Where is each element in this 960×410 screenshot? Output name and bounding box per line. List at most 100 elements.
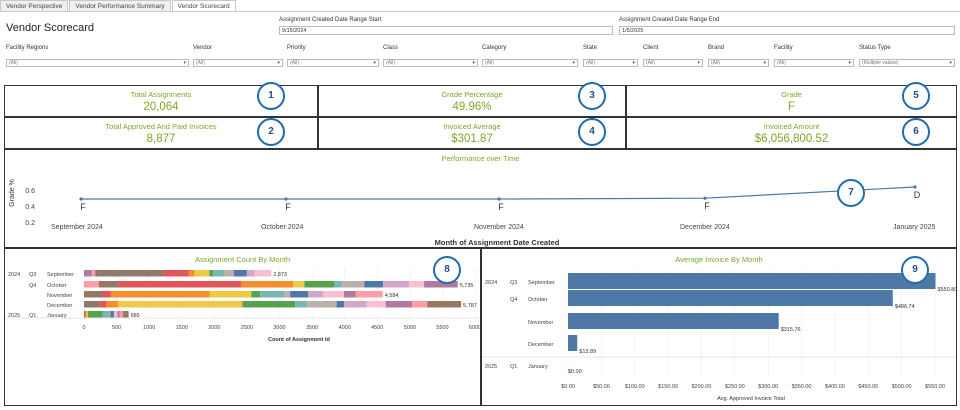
bar-segment: [106, 281, 118, 288]
bar-segment: [194, 270, 210, 277]
tab-divider: [0, 11, 960, 12]
row-quarter-label: Q4: [510, 297, 517, 303]
performance-point: [703, 196, 707, 200]
filter-label-class: Class: [383, 45, 399, 51]
x-tick-label: $550.00: [925, 384, 945, 390]
x-tick-label: 2000: [208, 325, 220, 331]
bar-value-label: 5,735: [460, 283, 474, 289]
chevron-down-icon: ▾: [763, 60, 766, 66]
filter-select-vendor[interactable]: (All) ▾: [193, 59, 283, 67]
bar-segment: [84, 301, 100, 308]
bar-segment: [364, 281, 383, 288]
average-invoice-title: Average Invoice By Month: [675, 255, 763, 264]
date-start-input[interactable]: 9/15/2024: [279, 26, 613, 35]
bar-segment: [293, 281, 305, 288]
bar-segment: [224, 270, 234, 277]
bar-segment: [188, 270, 195, 277]
bar-segment: [254, 270, 272, 277]
bar-value-label: $0.00: [568, 369, 582, 375]
x-tick-label: 1000: [143, 325, 155, 331]
average-invoice-chart: $0.00 $50.00 $100.00 $150.00 $200.00 $250.00 $…: [482, 269, 956, 402]
filter-select-category[interactable]: (All) ▾: [482, 59, 578, 67]
bar-segment: [366, 301, 386, 308]
x-tick-label: 500: [112, 325, 121, 331]
x-tick-label: 4500: [371, 325, 383, 331]
bar: [568, 290, 893, 306]
x-tick-label: $450.00: [858, 384, 878, 390]
bar-segment: [322, 291, 344, 298]
x-tick-label: $150.00: [658, 384, 678, 390]
performance-point: [79, 197, 83, 201]
bar-segment: [119, 311, 123, 318]
filter-select-status-type[interactable]: (Multiple values) ▾: [859, 59, 955, 67]
bar-segment: [355, 291, 383, 298]
filter-value: (All): [9, 60, 18, 66]
bar-segment: [84, 311, 86, 318]
filter-select-facility[interactable]: (All) ▾: [774, 59, 854, 67]
bar-segment: [95, 291, 102, 298]
bar-segment: [106, 301, 118, 308]
bar-segment: [91, 270, 96, 277]
point-label: F: [285, 202, 291, 212]
kpi-label: Grade: [781, 90, 802, 99]
bar-segment: [98, 281, 107, 288]
performance-chart: 0.6 0.4 0.2 Grade % F September 2024 F October …: [9, 179, 936, 247]
filter-value: (All): [646, 60, 655, 66]
chevron-down-icon: ▾: [572, 60, 575, 66]
x-tick-label: October 2024: [261, 224, 304, 231]
date-end-input[interactable]: 1/5/2025: [619, 26, 955, 35]
bar-segment: [343, 291, 356, 298]
filter-select-class[interactable]: (All) ▾: [383, 59, 478, 67]
filter-select-client[interactable]: (All) ▾: [643, 59, 703, 67]
x-tick-label: $0.00: [561, 384, 575, 390]
kpi-label: Total Approved And Paid Invoices: [105, 122, 217, 131]
bar-segment: [251, 291, 261, 298]
filter-label-state: State: [583, 45, 598, 51]
bar: [568, 273, 936, 289]
row-month-label: September: [47, 272, 74, 278]
bar-segment: [108, 311, 111, 318]
bar-segment: [284, 291, 291, 298]
filter-select-facility-regions[interactable]: (All) ▾: [6, 59, 189, 67]
y-tick-label: 0.2: [25, 220, 35, 227]
bar-segment: [295, 301, 307, 308]
row-year-label: 2025: [8, 313, 20, 319]
x-tick-label: November 2024: [474, 224, 524, 231]
bar: [568, 313, 779, 329]
filter-label-facility-regions: Facility Regions: [6, 45, 49, 51]
filter-select-priority[interactable]: (All) ▾: [287, 59, 379, 67]
tab-bar: Vendor Perspective Vendor Performance Su…: [0, 0, 237, 12]
bar-segment: [290, 291, 309, 298]
filter-select-brand[interactable]: (All) ▾: [708, 59, 769, 67]
bar-segment: [246, 270, 255, 277]
row-month-label: December: [47, 303, 73, 309]
bar-value-label: $13.89: [579, 349, 596, 355]
badge-7: 7: [837, 179, 865, 207]
page-title: Vendor Scorecard: [6, 22, 95, 34]
x-tick-label: $400.00: [825, 384, 845, 390]
chevron-down-icon: ▾: [277, 60, 280, 66]
bar-value-label: $550.80: [938, 287, 956, 293]
x-tick-label: 2500: [241, 325, 253, 331]
row-month-label: October: [47, 283, 67, 289]
chevron-down-icon: ▾: [472, 60, 475, 66]
bar-segment: [409, 281, 425, 288]
bar-segment: [95, 270, 101, 277]
filter-select-state[interactable]: (All) ▾: [583, 59, 638, 67]
chevron-down-icon: ▾: [949, 60, 952, 66]
average-invoice-panel: Average Invoice By Month $0.00 $50.00 $100…: [481, 248, 957, 406]
performance-title: Performance over Time: [441, 154, 520, 163]
bar-segment: [100, 270, 163, 277]
assignment-count-chart: 0 500 1000 1500 2000 2500 3000 3500 4000 4500 5000…: [5, 267, 480, 343]
kpi-invoiced-average: Invoiced Average $301.87: [318, 117, 626, 149]
performance-panel: Performance over Time 0.6 0.4 0.2 Grade % F S…: [4, 149, 957, 248]
bar-segment: [240, 281, 294, 288]
filter-value: (All): [586, 60, 595, 66]
filter-label-vendor: Vendor: [193, 45, 213, 51]
badge-5: 5: [902, 82, 930, 110]
x-tick-label: 0: [82, 325, 85, 331]
point-label: F: [80, 202, 86, 212]
row-month-label: October: [528, 297, 548, 303]
bar-segment: [260, 291, 285, 298]
row-year-label: 2024: [8, 272, 20, 278]
